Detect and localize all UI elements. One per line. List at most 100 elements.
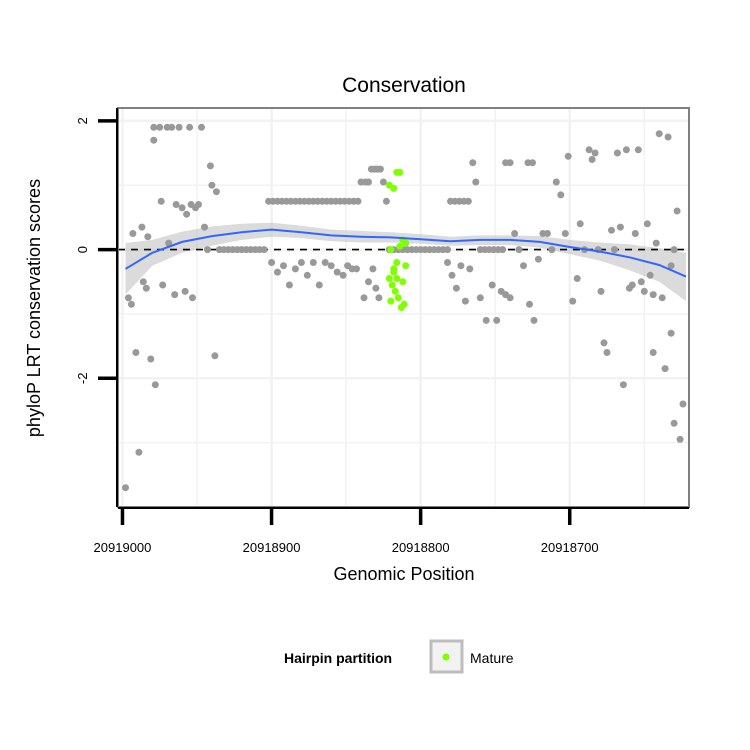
point-other <box>552 178 560 186</box>
point-other <box>260 246 268 254</box>
point-other <box>619 381 627 389</box>
point-mature <box>390 184 398 192</box>
point-mature <box>390 265 398 273</box>
point-other <box>274 268 281 276</box>
point-other <box>178 204 186 212</box>
point-other <box>327 262 335 270</box>
point-other <box>664 133 672 141</box>
point-mature <box>393 275 401 282</box>
point-other <box>122 484 129 492</box>
point-other <box>365 178 372 186</box>
legend: Hairpin partition Mature <box>284 639 514 674</box>
point-other <box>603 349 611 356</box>
y-axis-title: phyloP LRT conservation scores <box>24 179 44 437</box>
x-axis-title: Genomic Position <box>333 564 474 584</box>
point-other <box>211 352 219 360</box>
point-other <box>382 197 390 205</box>
point-other <box>493 316 501 324</box>
point-other <box>135 448 143 456</box>
point-other <box>159 281 167 289</box>
point-other <box>195 201 202 208</box>
point-other <box>369 265 377 273</box>
point-other <box>631 230 639 237</box>
legend-label-mature: Mature <box>470 650 514 666</box>
points-mature <box>385 168 410 311</box>
point-mature <box>402 239 410 247</box>
x-tick-label: 20918700 <box>541 540 599 555</box>
point-other <box>181 287 189 295</box>
point-other <box>297 259 305 266</box>
point-other <box>591 149 599 157</box>
point-other <box>564 152 572 160</box>
point-other <box>147 355 155 363</box>
point-mature <box>391 287 399 295</box>
point-other <box>585 146 593 154</box>
point-other <box>365 278 372 286</box>
point-other <box>150 136 158 144</box>
y-tick-label: -2 <box>75 373 90 385</box>
point-mature <box>396 168 404 176</box>
point-other <box>667 262 675 270</box>
point-other <box>597 287 605 295</box>
point-other <box>469 159 477 167</box>
point-other <box>379 178 387 186</box>
point-other <box>165 239 173 247</box>
point-other <box>444 259 451 266</box>
point-other <box>372 284 380 292</box>
point-mature <box>387 246 395 254</box>
point-other <box>444 246 451 254</box>
point-other <box>670 246 678 254</box>
legend-key-box <box>429 639 464 674</box>
point-other <box>573 275 581 282</box>
point-other <box>557 191 565 199</box>
point-mature <box>400 300 408 308</box>
point-other <box>124 294 132 302</box>
point-other <box>309 259 317 266</box>
point-other <box>285 281 293 289</box>
point-other <box>634 146 642 154</box>
point-other <box>506 159 514 167</box>
point-other <box>464 197 472 205</box>
point-mature <box>399 278 407 286</box>
legend-title: Hairpin partition <box>284 650 392 666</box>
point-other <box>150 123 158 131</box>
point-mature <box>394 294 402 302</box>
point-other <box>506 294 514 302</box>
point-other <box>457 262 465 270</box>
point-other <box>360 294 368 302</box>
x-axis: 20919000 20918900 20918800 20918700 <box>94 507 689 555</box>
point-other <box>466 265 474 273</box>
point-other <box>183 210 191 218</box>
point-other <box>375 294 383 302</box>
point-other <box>679 400 687 408</box>
point-other <box>667 329 675 337</box>
point-other <box>144 233 152 241</box>
point-other <box>673 207 681 215</box>
point-other <box>127 300 135 308</box>
point-other <box>201 223 208 231</box>
point-other <box>472 178 480 186</box>
point-other <box>291 265 299 273</box>
point-other <box>132 349 140 356</box>
point-other <box>534 255 542 263</box>
smooth-line <box>124 228 687 278</box>
point-mature <box>396 242 404 250</box>
point-other <box>208 181 216 189</box>
point-other <box>649 291 657 299</box>
point-other <box>452 284 460 292</box>
x-tick-label: 20918800 <box>392 540 450 555</box>
point-mature <box>393 259 401 266</box>
point-other <box>280 262 287 270</box>
point-other <box>488 281 496 289</box>
point-other <box>613 149 621 157</box>
point-other <box>333 268 341 276</box>
point-other <box>529 159 536 167</box>
point-other <box>499 246 507 254</box>
point-other <box>354 197 362 205</box>
point-other <box>186 123 194 131</box>
point-other <box>561 230 569 237</box>
point-other <box>530 316 538 324</box>
point-other <box>206 162 214 170</box>
point-other <box>637 278 645 286</box>
